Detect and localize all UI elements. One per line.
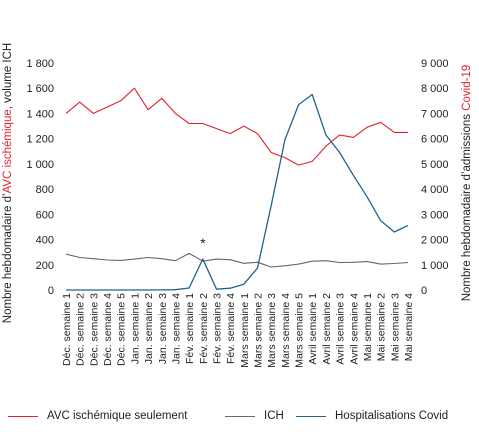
y-axis-left-label-prefix: Nombre hebdomadaire d’ [2, 193, 14, 323]
x-tick-label: Jan. semaine 3 [157, 293, 169, 364]
legend-swatch-covid [296, 415, 326, 417]
x-tick-label: Fév. semaine 1 [184, 293, 196, 364]
y-left-tick-label: 1 000 [26, 159, 54, 171]
x-tick-label: Déc. semaine 2 [75, 293, 87, 366]
y-left-tick-label: 400 [36, 235, 54, 247]
y-axis-right-label-prefix: Nombre hebdomadaire d’admissions [461, 111, 473, 302]
x-tick-label: Avril semaine 4 [348, 293, 360, 365]
y-right-tick-label: 4 000 [421, 184, 449, 196]
y-left-tick-label: 200 [36, 260, 54, 272]
x-tick-label: Fév. semaine 4 [225, 293, 237, 364]
x-tick-label: Mars semaine 1 [239, 293, 251, 368]
legend-swatch-avc [8, 415, 38, 417]
annotation-asterisk: * [200, 235, 206, 251]
legend-label-ich: ICH [264, 410, 284, 422]
y-axis-right-label-highlight: Covid-19 [461, 65, 473, 111]
x-tick-label: Déc. semaine 4 [102, 293, 114, 366]
x-tick-label: Mars semaine 2 [253, 293, 265, 368]
x-tick-label: Jan. semaine 2 [143, 293, 155, 364]
y-left-tick-label: 1 800 [26, 58, 54, 70]
x-tick-label: Jan. semaine 4 [170, 293, 182, 364]
x-tick-label: Mars semaine 4 [280, 293, 292, 368]
legend-label-covid: Hospitalisations Covid [335, 410, 449, 422]
x-tick-label: Mai semaine 3 [389, 293, 401, 361]
y-left-tick-label: 600 [36, 209, 54, 221]
series-line-ich [65, 252, 409, 268]
legend-item-ich: ICH [225, 410, 284, 422]
y-left-tick-label: 0 [48, 285, 54, 297]
y-left-tick-label: 800 [36, 184, 54, 196]
y-right-tick-label: 3 000 [421, 209, 449, 221]
x-axis: Déc. semaine 1 Déc. semaine 2 Déc. semaine… [61, 293, 415, 368]
series-layer [65, 87, 409, 291]
legend-item-avc: AVC ischémique seulement [8, 410, 187, 422]
left-axis: 0 200 400 600 800 1 000 1 200 1 400 1 600 1 800 [26, 58, 54, 297]
legend-item-covid: Hospitalisations Covid [296, 410, 448, 422]
x-tick-label: Mai semaine 1 [362, 293, 374, 361]
x-tick-label: Mai semaine 2 [376, 293, 388, 361]
x-tick-label: Mars semaine 5 [294, 293, 306, 368]
legend-swatch-ich [225, 415, 255, 417]
legend: AVC ischémique seulement ICH Hospitalisa… [0, 410, 479, 432]
x-tick-label: Jan. semaine 1 [129, 293, 141, 364]
y-right-tick-label: 0 [421, 285, 427, 297]
x-tick-label: Fév. semaine 3 [211, 293, 223, 364]
y-right-tick-label: 9 000 [421, 58, 449, 70]
x-tick-label: Mai semaine 4 [403, 293, 415, 361]
y-right-tick-label: 6 000 [421, 134, 449, 146]
y-axis-right-label: Nombre hebdomadaire d’admissions Covid-1… [461, 65, 473, 302]
y-left-tick-label: 1 400 [26, 108, 54, 120]
x-tick-label: Avril semaine 3 [335, 293, 347, 365]
x-tick-label: Déc. semaine 3 [88, 293, 100, 366]
x-tick-label: Avril semaine 1 [307, 293, 319, 365]
x-tick-label: Avril semaine 2 [321, 293, 333, 365]
y-axis-left-label-suffix: , volume ICH [2, 43, 14, 109]
y-axis-left-label-highlight: AVC ischémique [2, 109, 14, 193]
y-right-tick-label: 7 000 [421, 108, 449, 120]
y-left-tick-label: 1 200 [26, 134, 54, 146]
x-tick-label: Déc. semaine 1 [61, 293, 73, 366]
x-tick-label: Déc. semaine 5 [116, 293, 128, 366]
y-right-tick-label: 8 000 [421, 83, 449, 95]
y-left-tick-label: 1 600 [26, 83, 54, 95]
x-tick-label: Mars semaine 3 [266, 293, 278, 368]
legend-label-avc: AVC ischémique seulement [47, 410, 188, 422]
y-axis-left-label: Nombre hebdomadaire d’AVC ischémique, vo… [2, 43, 14, 323]
series-line-avc [65, 87, 408, 166]
series-line-covid [66, 93, 409, 291]
x-tick-label: Fév. semaine 2 [198, 293, 210, 364]
y-right-tick-label: 2 000 [421, 235, 449, 247]
y-right-tick-label: 1 000 [421, 260, 449, 272]
right-axis: 0 1 000 2 000 3 000 4 000 5 000 6 000 7 000 8 00… [421, 58, 449, 297]
y-right-tick-label: 5 000 [421, 159, 449, 171]
